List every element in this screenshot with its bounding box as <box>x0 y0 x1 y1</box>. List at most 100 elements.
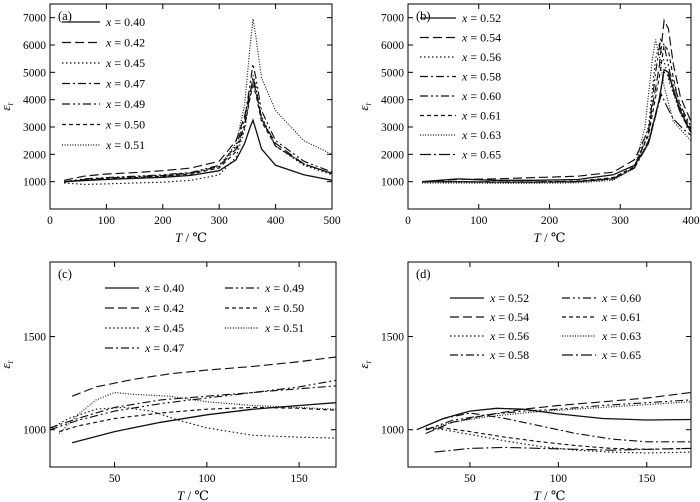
legend-label-1: x = 0.40 <box>144 281 184 295</box>
y-tick-label: 1500 <box>381 332 404 344</box>
series-line-6 <box>64 84 332 183</box>
x-tick-label: 150 <box>290 473 308 485</box>
y-tick-label: 3000 <box>381 122 404 134</box>
x-tick-label: 300 <box>612 215 630 227</box>
y-tick-label: 1000 <box>381 425 404 437</box>
legend-label-5: x = 0.60 <box>601 291 641 305</box>
legend-label-6: x = 0.61 <box>601 310 641 324</box>
legend-label-2: x = 0.54 <box>461 31 501 45</box>
y-tick-label: 1000 <box>381 177 404 189</box>
legend-label-5: x = 0.49 <box>105 97 145 111</box>
plot-frame <box>407 261 692 468</box>
panel-label: (d) <box>416 267 431 281</box>
panel-label: (b) <box>416 9 431 23</box>
legend-label-3: x = 0.56 <box>461 50 501 64</box>
plot-frame <box>407 3 692 210</box>
series-line-8 <box>422 92 691 183</box>
x-tick-label: 0 <box>47 215 53 227</box>
x-tick-label: 100 <box>470 215 488 227</box>
legend-label-2: x = 0.54 <box>489 310 529 324</box>
chart-panel-b: 0 100 200 300 400 1000 2000 3000 4000 5000 6000 700… <box>356 3 700 245</box>
y-tick-label: 4000 <box>23 95 46 107</box>
x-tick-label: 50 <box>109 473 121 485</box>
series-line-2 <box>71 356 336 397</box>
y-tick-label: 5000 <box>23 67 46 79</box>
y-axis-label: εr <box>0 360 15 368</box>
series-line-2 <box>63 78 332 181</box>
series-line-3 <box>425 427 691 454</box>
x-axis-label: T / ℃ <box>175 230 207 245</box>
legend-label-3: x = 0.45 <box>144 321 184 335</box>
plot-frame <box>49 3 333 210</box>
legend-label-6: x = 0.61 <box>461 109 501 123</box>
legend-label-8: x = 0.65 <box>601 348 641 362</box>
legend-label-5: x = 0.49 <box>264 281 304 295</box>
series-line-4 <box>425 412 691 443</box>
x-tick-label: 200 <box>154 215 172 227</box>
series-line-5 <box>425 399 691 431</box>
x-tick-label: 50 <box>464 473 476 485</box>
legend-label-4: x = 0.47 <box>105 77 145 91</box>
legend-label-3: x = 0.56 <box>489 329 529 343</box>
series-line-7 <box>422 39 691 184</box>
y-tick-label: 6000 <box>381 40 404 52</box>
legend-label-3: x = 0.45 <box>105 56 145 70</box>
series-line-5 <box>50 379 336 431</box>
y-tick-label: 3000 <box>23 122 46 134</box>
legend-label-4: x = 0.58 <box>461 70 501 84</box>
series-line-6 <box>59 406 336 433</box>
x-tick-label: 200 <box>541 215 559 227</box>
chart-panel-d: 50 100 150 1000 1500 T / ℃ εr (d) x = 0.52 x = 0.… <box>356 261 692 502</box>
legend-label-1: x = 0.52 <box>489 291 529 305</box>
series-line-4 <box>64 77 332 183</box>
panel-label: (a) <box>58 9 72 23</box>
series-line-3 <box>422 42 691 183</box>
x-tick-label: 100 <box>550 473 568 485</box>
chart-panel-c: 50 100 150 1000 1500 T / ℃ εr (c) x = 0.40 x = 0.… <box>0 261 337 502</box>
series-line-4 <box>50 385 336 429</box>
legend-label-7: x = 0.51 <box>105 138 145 152</box>
x-axis-label: T / ℃ <box>534 230 566 245</box>
series-line-1 <box>64 118 332 183</box>
legend-label-7: x = 0.63 <box>461 128 501 142</box>
y-tick-label: 6000 <box>23 40 46 52</box>
legend-label-8: x = 0.65 <box>461 148 501 162</box>
y-tick-label: 5000 <box>381 67 404 79</box>
x-tick-label: 500 <box>323 215 341 227</box>
y-tick-label: 1000 <box>23 425 46 437</box>
series-line-6 <box>425 427 691 450</box>
legend-label-1: x = 0.40 <box>105 15 145 29</box>
x-tick-label: 400 <box>267 215 285 227</box>
legend-label-4: x = 0.47 <box>144 341 184 355</box>
y-axis-label: εr <box>356 360 373 368</box>
y-tick-label: 7000 <box>23 13 46 25</box>
series-line-5 <box>64 63 332 183</box>
legend-label-6: x = 0.50 <box>264 301 304 315</box>
series-line-1 <box>416 407 691 431</box>
series-line-4 <box>422 71 691 183</box>
x-tick-label: 0 <box>405 215 411 227</box>
legend-label-1: x = 0.52 <box>461 11 501 25</box>
y-tick-label: 4000 <box>381 95 404 107</box>
y-axis-label: εr <box>356 102 373 110</box>
series-line-2 <box>422 18 691 183</box>
legend-label-7: x = 0.51 <box>264 321 304 335</box>
series-line-7 <box>64 18 332 183</box>
y-tick-label: 2000 <box>23 149 46 161</box>
y-tick-label: 7000 <box>381 13 404 25</box>
panel-label: (c) <box>58 267 72 281</box>
x-tick-label: 400 <box>682 215 700 227</box>
x-tick-label: 150 <box>638 473 656 485</box>
legend-label-7: x = 0.63 <box>601 329 641 343</box>
x-tick-label: 100 <box>98 215 116 227</box>
y-tick-label: 1500 <box>23 332 46 344</box>
y-axis-label: εr <box>0 102 15 110</box>
chart-panel-a: 0 100 200 300 400 500 1000 2000 3000 4000 5000 6000… <box>0 3 341 245</box>
series-line-7 <box>58 391 336 434</box>
legend-label-4: x = 0.58 <box>489 348 529 362</box>
legend-label-6: x = 0.50 <box>105 118 145 132</box>
plot-frame <box>49 261 337 468</box>
x-axis-label: T / ℃ <box>534 488 566 502</box>
x-tick-label: 100 <box>198 473 216 485</box>
